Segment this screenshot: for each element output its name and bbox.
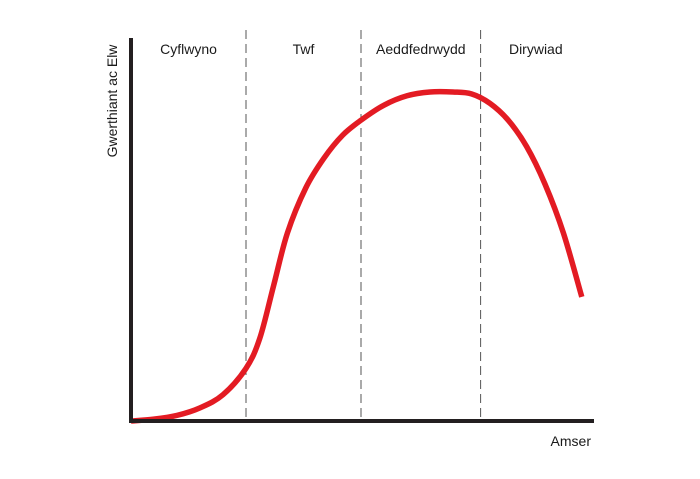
stage-labels: Cyflwyno Twf Aeddfedrwydd Dirywiad — [160, 41, 563, 57]
series-layer — [130, 88, 585, 424]
axes — [129, 38, 594, 423]
stage-label-4: Dirywiad — [509, 41, 563, 57]
stage-label-2: Twf — [293, 41, 315, 57]
series-line-1 — [130, 88, 585, 424]
stage-label-3: Aeddfedrwydd — [376, 41, 466, 57]
y-axis-title: Gwerthiant ac Elw — [104, 44, 120, 158]
x-axis-title: Amser — [551, 433, 592, 449]
stage-dividers — [245, 30, 482, 421]
stage-label-1: Cyflwyno — [160, 41, 217, 57]
